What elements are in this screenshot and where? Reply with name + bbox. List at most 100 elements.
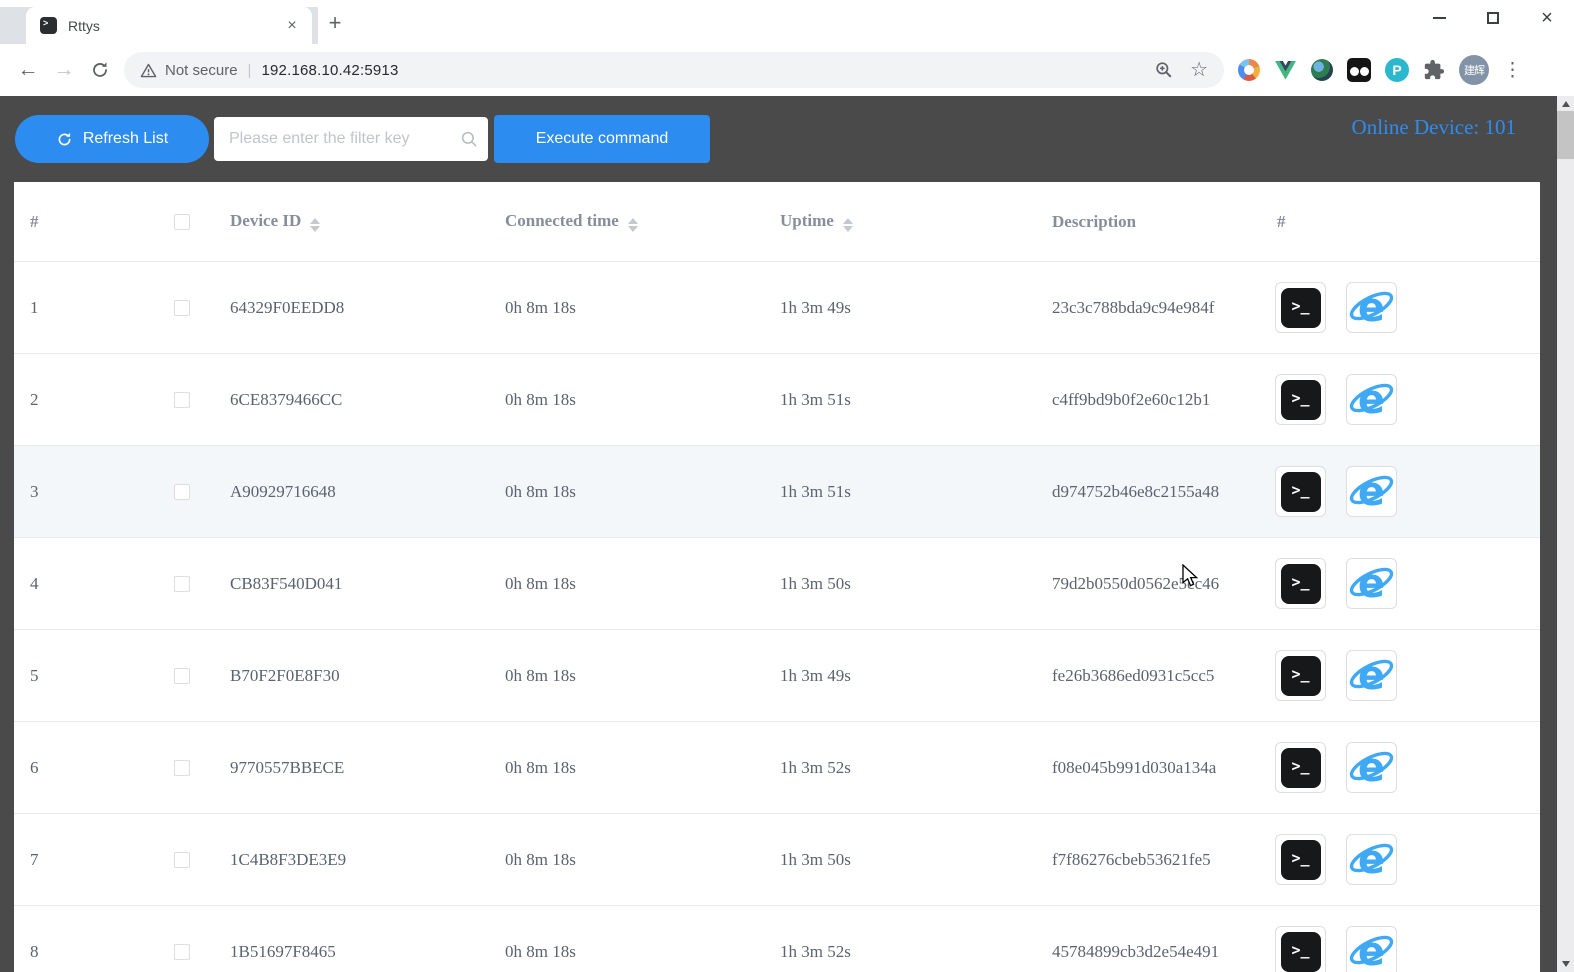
uptime-cell: 1h 3m 51s xyxy=(780,481,851,501)
sort-device-id-icon[interactable] xyxy=(310,218,321,232)
uptime-cell: 1h 3m 49s xyxy=(780,665,851,685)
sort-connected-time-icon[interactable] xyxy=(627,218,638,232)
header-checkbox-cell xyxy=(149,213,214,230)
table-row[interactable]: 3 A90929716648 0h 8m 18s 1h 3m 51s d9747… xyxy=(14,446,1540,538)
device-table: # Device ID Connected time Uptime Descri… xyxy=(14,182,1540,972)
device-id-cell: B70F2F0E8F30 xyxy=(230,665,340,685)
table-row[interactable]: 2 6CE8379466CC 0h 8m 18s 1h 3m 51s c4ff9… xyxy=(14,354,1540,446)
url-text[interactable]: 192.168.10.42:5913 xyxy=(261,61,399,79)
browser-tab[interactable]: > Rttys × xyxy=(26,7,312,44)
browser-menu-icon[interactable]: ⋮ xyxy=(1503,59,1522,81)
execute-command-button[interactable]: Execute command xyxy=(494,115,710,163)
table-row[interactable]: 6 9770557BBECE 0h 8m 18s 1h 3m 52s f08e0… xyxy=(14,722,1540,814)
table-row[interactable]: 4 CB83F540D041 0h 8m 18s 1h 3m 50s 79d2b… xyxy=(14,538,1540,630)
open-web-button[interactable]: e xyxy=(1346,834,1397,885)
uptime-cell: 1h 3m 50s xyxy=(780,573,851,593)
header-uptime[interactable]: Uptime xyxy=(764,211,1036,232)
url-field[interactable]: Not secure | 192.168.10.42:5913 ☆ xyxy=(124,52,1224,88)
open-web-button[interactable]: e xyxy=(1346,650,1397,701)
row-actions: >_ e xyxy=(1261,650,1540,701)
row-index: 5 xyxy=(30,665,39,685)
device-id-cell: CB83F540D041 xyxy=(230,573,343,593)
refresh-list-button[interactable]: Refresh List xyxy=(15,115,209,163)
p-extension-icon[interactable]: P xyxy=(1385,58,1409,82)
row-checkbox-cell xyxy=(149,575,214,592)
table-row[interactable]: 7 1C4B8F3DE3E9 0h 8m 18s 1h 3m 50s f7f86… xyxy=(14,814,1540,906)
table-row[interactable]: 5 B70F2F0E8F30 0h 8m 18s 1h 3m 49s fe26b… xyxy=(14,630,1540,722)
open-terminal-button[interactable]: >_ xyxy=(1275,834,1326,885)
header-device-id[interactable]: Device ID xyxy=(214,211,489,232)
online-device-count: Online Device: 101 xyxy=(1351,115,1516,139)
terminal-icon: >_ xyxy=(1280,747,1321,788)
reload-icon[interactable] xyxy=(82,52,118,88)
row-index: 2 xyxy=(30,389,39,409)
table-row[interactable]: 1 64329F0EEDD8 0h 8m 18s 1h 3m 49s 23c3c… xyxy=(14,262,1540,354)
select-all-checkbox[interactable] xyxy=(173,213,190,230)
tab-close-icon[interactable]: × xyxy=(287,16,297,34)
open-terminal-button[interactable]: >_ xyxy=(1275,558,1326,609)
open-web-button[interactable]: e xyxy=(1346,926,1397,972)
device-id-cell: 1C4B8F3DE3E9 xyxy=(230,849,347,869)
table-header-row: # Device ID Connected time Uptime Descri… xyxy=(14,182,1540,262)
back-icon[interactable]: ← xyxy=(17,58,39,81)
open-terminal-button[interactable]: >_ xyxy=(1275,374,1326,425)
row-index: 3 xyxy=(30,481,39,501)
header-connected-time[interactable]: Connected time xyxy=(489,211,764,232)
sort-uptime-icon[interactable] xyxy=(842,218,853,232)
open-web-button[interactable]: e xyxy=(1346,558,1397,609)
scroll-up-icon[interactable] xyxy=(1557,96,1574,112)
zoom-page-icon[interactable] xyxy=(1154,60,1174,80)
row-checkbox-cell xyxy=(149,943,214,960)
close-window-button[interactable]: × xyxy=(1541,7,1553,29)
row-checkbox[interactable] xyxy=(173,943,190,960)
filter-input[interactable] xyxy=(214,117,488,161)
row-checkbox[interactable] xyxy=(173,667,190,684)
minimize-button[interactable] xyxy=(1412,0,1466,36)
page-scrollbar[interactable] xyxy=(1557,96,1574,972)
row-checkbox[interactable] xyxy=(173,851,190,868)
scrollbar-thumb[interactable] xyxy=(1557,111,1574,159)
uptime-cell: 1h 3m 49s xyxy=(780,297,851,317)
tampermonkey-icon[interactable] xyxy=(1347,58,1371,82)
row-checkbox-cell xyxy=(149,667,214,684)
open-terminal-button[interactable]: >_ xyxy=(1275,926,1326,972)
profile-avatar[interactable]: 建辉 xyxy=(1459,55,1489,85)
open-terminal-button[interactable]: >_ xyxy=(1275,650,1326,701)
new-tab-button[interactable]: + xyxy=(328,10,342,35)
open-web-button[interactable]: e xyxy=(1346,374,1397,425)
open-web-button[interactable]: e xyxy=(1346,742,1397,793)
header-actions: # xyxy=(1277,211,1286,231)
internet-explorer-icon: e xyxy=(1348,376,1395,423)
row-checkbox[interactable] xyxy=(173,391,190,408)
internet-explorer-icon: e xyxy=(1348,928,1395,972)
open-web-button[interactable]: e xyxy=(1346,282,1397,333)
row-actions: >_ e xyxy=(1261,742,1540,793)
tab-title: Rttys xyxy=(68,17,100,34)
open-terminal-button[interactable]: >_ xyxy=(1275,742,1326,793)
connected-time-cell: 0h 8m 18s xyxy=(505,849,576,869)
open-web-button[interactable]: e xyxy=(1346,466,1397,517)
row-checkbox[interactable] xyxy=(173,759,190,776)
row-actions: >_ e xyxy=(1261,466,1540,517)
open-terminal-button[interactable]: >_ xyxy=(1275,282,1326,333)
maximize-button[interactable] xyxy=(1466,0,1520,36)
row-checkbox[interactable] xyxy=(173,299,190,316)
row-checkbox[interactable] xyxy=(173,483,190,500)
row-actions: >_ e xyxy=(1261,558,1540,609)
globe-extension-icon[interactable] xyxy=(1311,59,1333,81)
extensions-puzzle-icon[interactable] xyxy=(1423,59,1445,81)
color-wheel-extension-icon[interactable] xyxy=(1238,59,1260,81)
table-row[interactable]: 8 1B51697F8465 0h 8m 18s 1h 3m 52s 45784… xyxy=(14,906,1540,972)
vue-devtools-icon[interactable] xyxy=(1274,60,1297,81)
uptime-cell: 1h 3m 52s xyxy=(780,941,851,961)
bookmark-star-icon[interactable]: ☆ xyxy=(1190,59,1208,81)
terminal-icon: >_ xyxy=(1280,655,1321,696)
security-label[interactable]: Not secure xyxy=(165,61,238,79)
open-terminal-button[interactable]: >_ xyxy=(1275,466,1326,517)
row-checkbox[interactable] xyxy=(173,575,190,592)
search-icon xyxy=(461,131,477,147)
header-index: # xyxy=(30,211,39,231)
scroll-down-icon[interactable] xyxy=(1557,956,1574,972)
page-body: Refresh List Execute command Online Devi… xyxy=(0,96,1574,972)
internet-explorer-icon: e xyxy=(1348,836,1395,883)
